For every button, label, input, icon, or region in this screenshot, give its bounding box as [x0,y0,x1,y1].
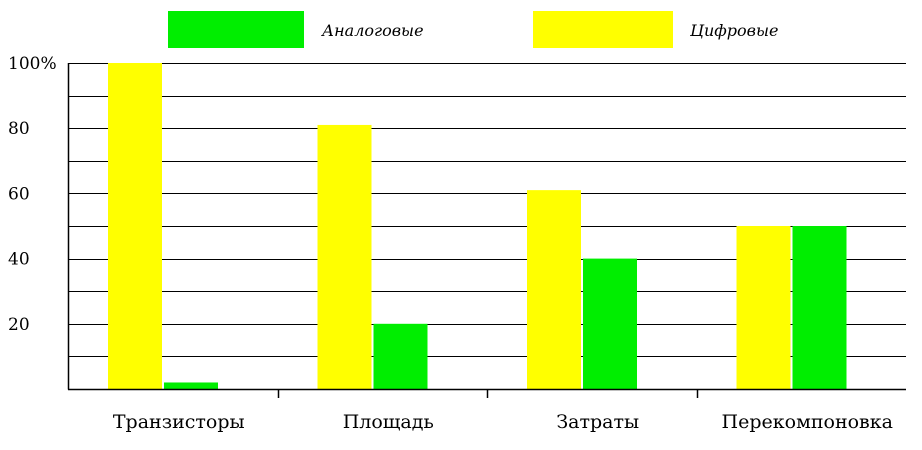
bar-digital-2 [317,124,372,389]
bar-digital-3 [527,190,581,389]
axes [67,63,906,398]
y-tick-label: 60 [8,184,30,204]
category-label: Затраты [556,411,639,433]
legend-label-digital: Цифровые [689,21,778,40]
gridlines [68,63,906,357]
legend-label-analog: Аналоговые [321,21,424,40]
category-labels: Транзисторы Площадь Затраты Перекомпоновка [113,411,893,433]
y-tick-labels: 20 40 60 80 100% [8,54,57,335]
legend-swatch-analog [168,11,304,48]
legend: Аналоговые Цифровые [168,11,778,48]
bar-analog-4 [792,226,847,389]
bar-analog-2 [373,323,428,389]
bar-analog-1 [164,382,218,389]
bars [108,63,847,389]
y-tick-label: 80 [8,119,30,139]
category-label: Транзисторы [113,411,245,433]
category-label: Перекомпоновка [722,411,893,433]
category-label: Площадь [343,411,434,433]
bar-analog-3 [583,258,637,389]
y-tick-label: 20 [8,315,30,335]
legend-swatch-digital [533,11,673,48]
y-tick-label: 40 [8,250,30,270]
bar-digital-1 [108,63,162,389]
y-tick-label: 100% [8,54,57,74]
bar-digital-4 [736,226,791,389]
